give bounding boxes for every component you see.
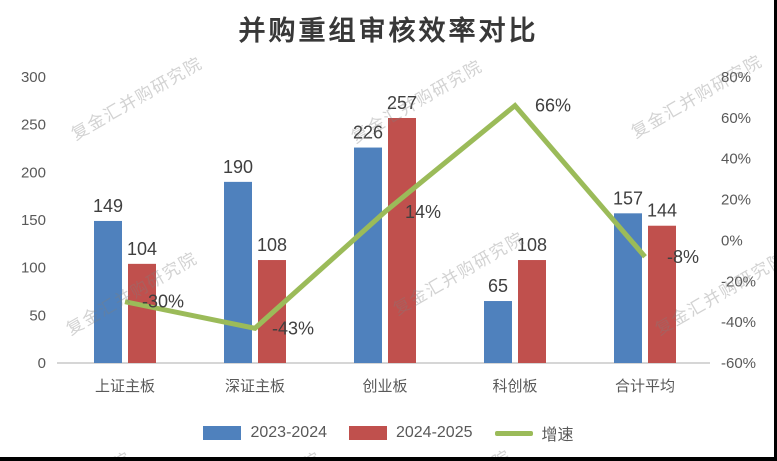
bar-value-label: 149 xyxy=(93,196,123,216)
bar-value-label: 257 xyxy=(387,93,417,113)
category-label-深证主板: 深证主板 xyxy=(225,377,285,395)
bar-value-label: 65 xyxy=(488,276,508,296)
right-axis-tick: 60% xyxy=(721,110,751,127)
line-point-label: 66% xyxy=(535,96,571,116)
bar-2023-2024-上证主板 xyxy=(94,220,122,363)
category-label-创业板: 创业板 xyxy=(362,377,407,395)
category-label-科创板: 科创板 xyxy=(492,377,537,395)
left-axis-tick: 50 xyxy=(29,307,46,324)
bar-2023-2024-深证主板 xyxy=(224,181,252,363)
legend-label-2023-2024: 2023-2024 xyxy=(250,424,327,441)
growth-rate-line xyxy=(124,102,647,331)
right-axis-tick: -60% xyxy=(721,355,756,372)
legend-label-2024-2025: 2024-2025 xyxy=(395,424,473,441)
bar-value-label: 144 xyxy=(647,201,677,221)
right-axis-tick: 0% xyxy=(721,232,743,249)
bar-2024-2025-上证主板 xyxy=(128,263,156,363)
legend-swatch-2024-2025 xyxy=(348,426,387,440)
image-border-right xyxy=(774,0,777,461)
right-axis-tick: 20% xyxy=(721,192,751,209)
category-label-上证主板: 上证主板 xyxy=(95,377,155,395)
legend-swatch-2023-2024 xyxy=(203,426,242,440)
bar-value-label: 190 xyxy=(223,157,253,177)
left-axis-tick: 0 xyxy=(38,355,46,372)
chart-legend: 2023-2024 2024-2025 增速 xyxy=(0,421,777,445)
left-axis-tick: 150 xyxy=(21,212,46,229)
legend-line-swatch-growth xyxy=(494,430,533,436)
left-axis-tick: 100 xyxy=(21,260,46,277)
image-border-bottom xyxy=(0,457,777,461)
category-label-合计平均: 合计平均 xyxy=(615,378,675,395)
bar-2024-2025-科创板 xyxy=(518,260,546,363)
bar-value-label: 157 xyxy=(613,188,643,208)
bar-value-label: 108 xyxy=(517,235,547,255)
left-axis-tick: 250 xyxy=(21,117,46,134)
bar-value-label: 108 xyxy=(257,235,287,255)
bar-2024-2025-合计平均 xyxy=(648,225,676,363)
right-axis-tick: -20% xyxy=(721,273,756,290)
legend-item-growth: 增速 xyxy=(494,421,574,445)
bar-2023-2024-创业板 xyxy=(354,147,382,363)
bar-2023-2024-科创板 xyxy=(484,301,512,363)
right-axis-tick: -40% xyxy=(721,314,756,331)
left-axis-tick: 200 xyxy=(21,164,46,181)
bar-value-label: 104 xyxy=(127,239,157,259)
bar-2024-2025-创业板 xyxy=(388,117,416,363)
line-point-label: -43% xyxy=(272,318,314,338)
bar-value-label: 226 xyxy=(353,123,383,143)
line-point-label: -30% xyxy=(142,292,184,312)
line-point-label: -8% xyxy=(667,247,699,267)
right-axis-tick: 40% xyxy=(721,151,751,168)
legend-label-growth: 增速 xyxy=(541,427,574,444)
right-axis-tick: 80% xyxy=(721,69,751,86)
legend-item-2023-2024: 2023-2024 xyxy=(203,424,327,442)
line-point-label: 14% xyxy=(405,202,441,222)
left-axis-tick: 300 xyxy=(21,69,46,86)
chart-title: 并购重组审核效率对比 xyxy=(238,16,539,46)
legend-item-2024-2025: 2024-2025 xyxy=(348,424,473,442)
